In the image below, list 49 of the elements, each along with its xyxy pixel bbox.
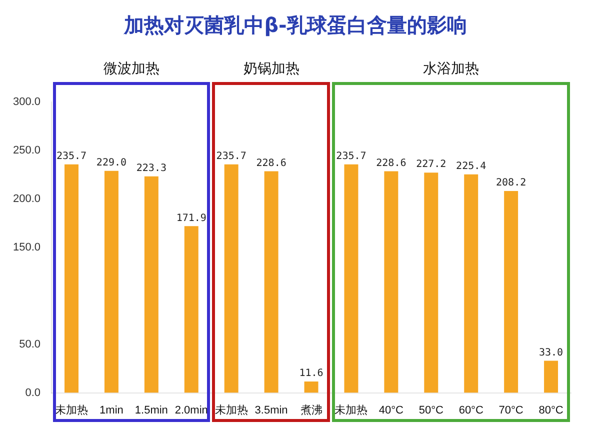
x-tick-label: 1min — [100, 404, 124, 416]
data-label: 225.4 — [456, 160, 486, 172]
text: 奶锅加热 — [242, 60, 300, 78]
data-label: 229.0 — [96, 157, 127, 168]
data-label: 235.7 — [216, 150, 246, 162]
bar — [184, 226, 198, 393]
x-tick-label: 2.0min — [174, 404, 208, 416]
data-label: 208.2 — [496, 178, 526, 189]
chart-title: 加热对灭菌乳中β-乳球蛋白含量的影响 — [122, 12, 468, 39]
x-tick-label: 未加热 — [55, 403, 88, 416]
bar — [424, 172, 438, 393]
y-tick-label: 250.0 — [12, 144, 41, 156]
y-tick-label: 0.0 — [25, 386, 41, 399]
y-tick-label: 300.0 — [12, 96, 41, 108]
x-tick-label: 未加热 — [214, 403, 248, 416]
data-label: 235.7 — [56, 150, 87, 162]
bar — [264, 171, 278, 393]
bar — [384, 171, 398, 393]
data-label: 227.2 — [416, 159, 446, 170]
data-label: 228.6 — [376, 158, 406, 169]
x-tick-label: 未加热 — [334, 403, 368, 416]
bar — [104, 170, 118, 393]
x-tick-label: 40°C — [378, 404, 404, 416]
bar — [144, 176, 158, 393]
data-label: 171.9 — [176, 212, 206, 224]
x-tick-label: 70°C — [498, 404, 524, 416]
x-tick-label: 煮沸 — [300, 403, 322, 416]
x-tick-label: 1.5min — [134, 404, 168, 416]
text: 微波加热 — [102, 60, 160, 78]
data-label: 235.7 — [336, 150, 366, 162]
x-tick-label: 3.5min — [254, 404, 288, 416]
bar — [224, 164, 238, 393]
bar — [504, 190, 518, 393]
data-label: 223.3 — [136, 162, 166, 174]
bar — [304, 382, 318, 393]
x-tick-label: 60°C — [458, 404, 484, 416]
bar — [64, 164, 78, 393]
bar — [344, 164, 358, 393]
data-label: 33.0 — [538, 347, 564, 358]
x-tick-label: 50°C — [418, 404, 444, 416]
y-tick-label: 200.0 — [12, 192, 41, 205]
data-label: 228.6 — [256, 158, 286, 169]
x-tick-label: 80°C — [538, 404, 564, 416]
text: 水浴加热 — [422, 60, 480, 78]
bar — [464, 174, 478, 393]
y-tick-label: 150.0 — [12, 241, 41, 254]
data-label: 11.6 — [299, 368, 324, 380]
y-tick-label: 50.0 — [19, 338, 41, 350]
bar — [544, 360, 558, 393]
